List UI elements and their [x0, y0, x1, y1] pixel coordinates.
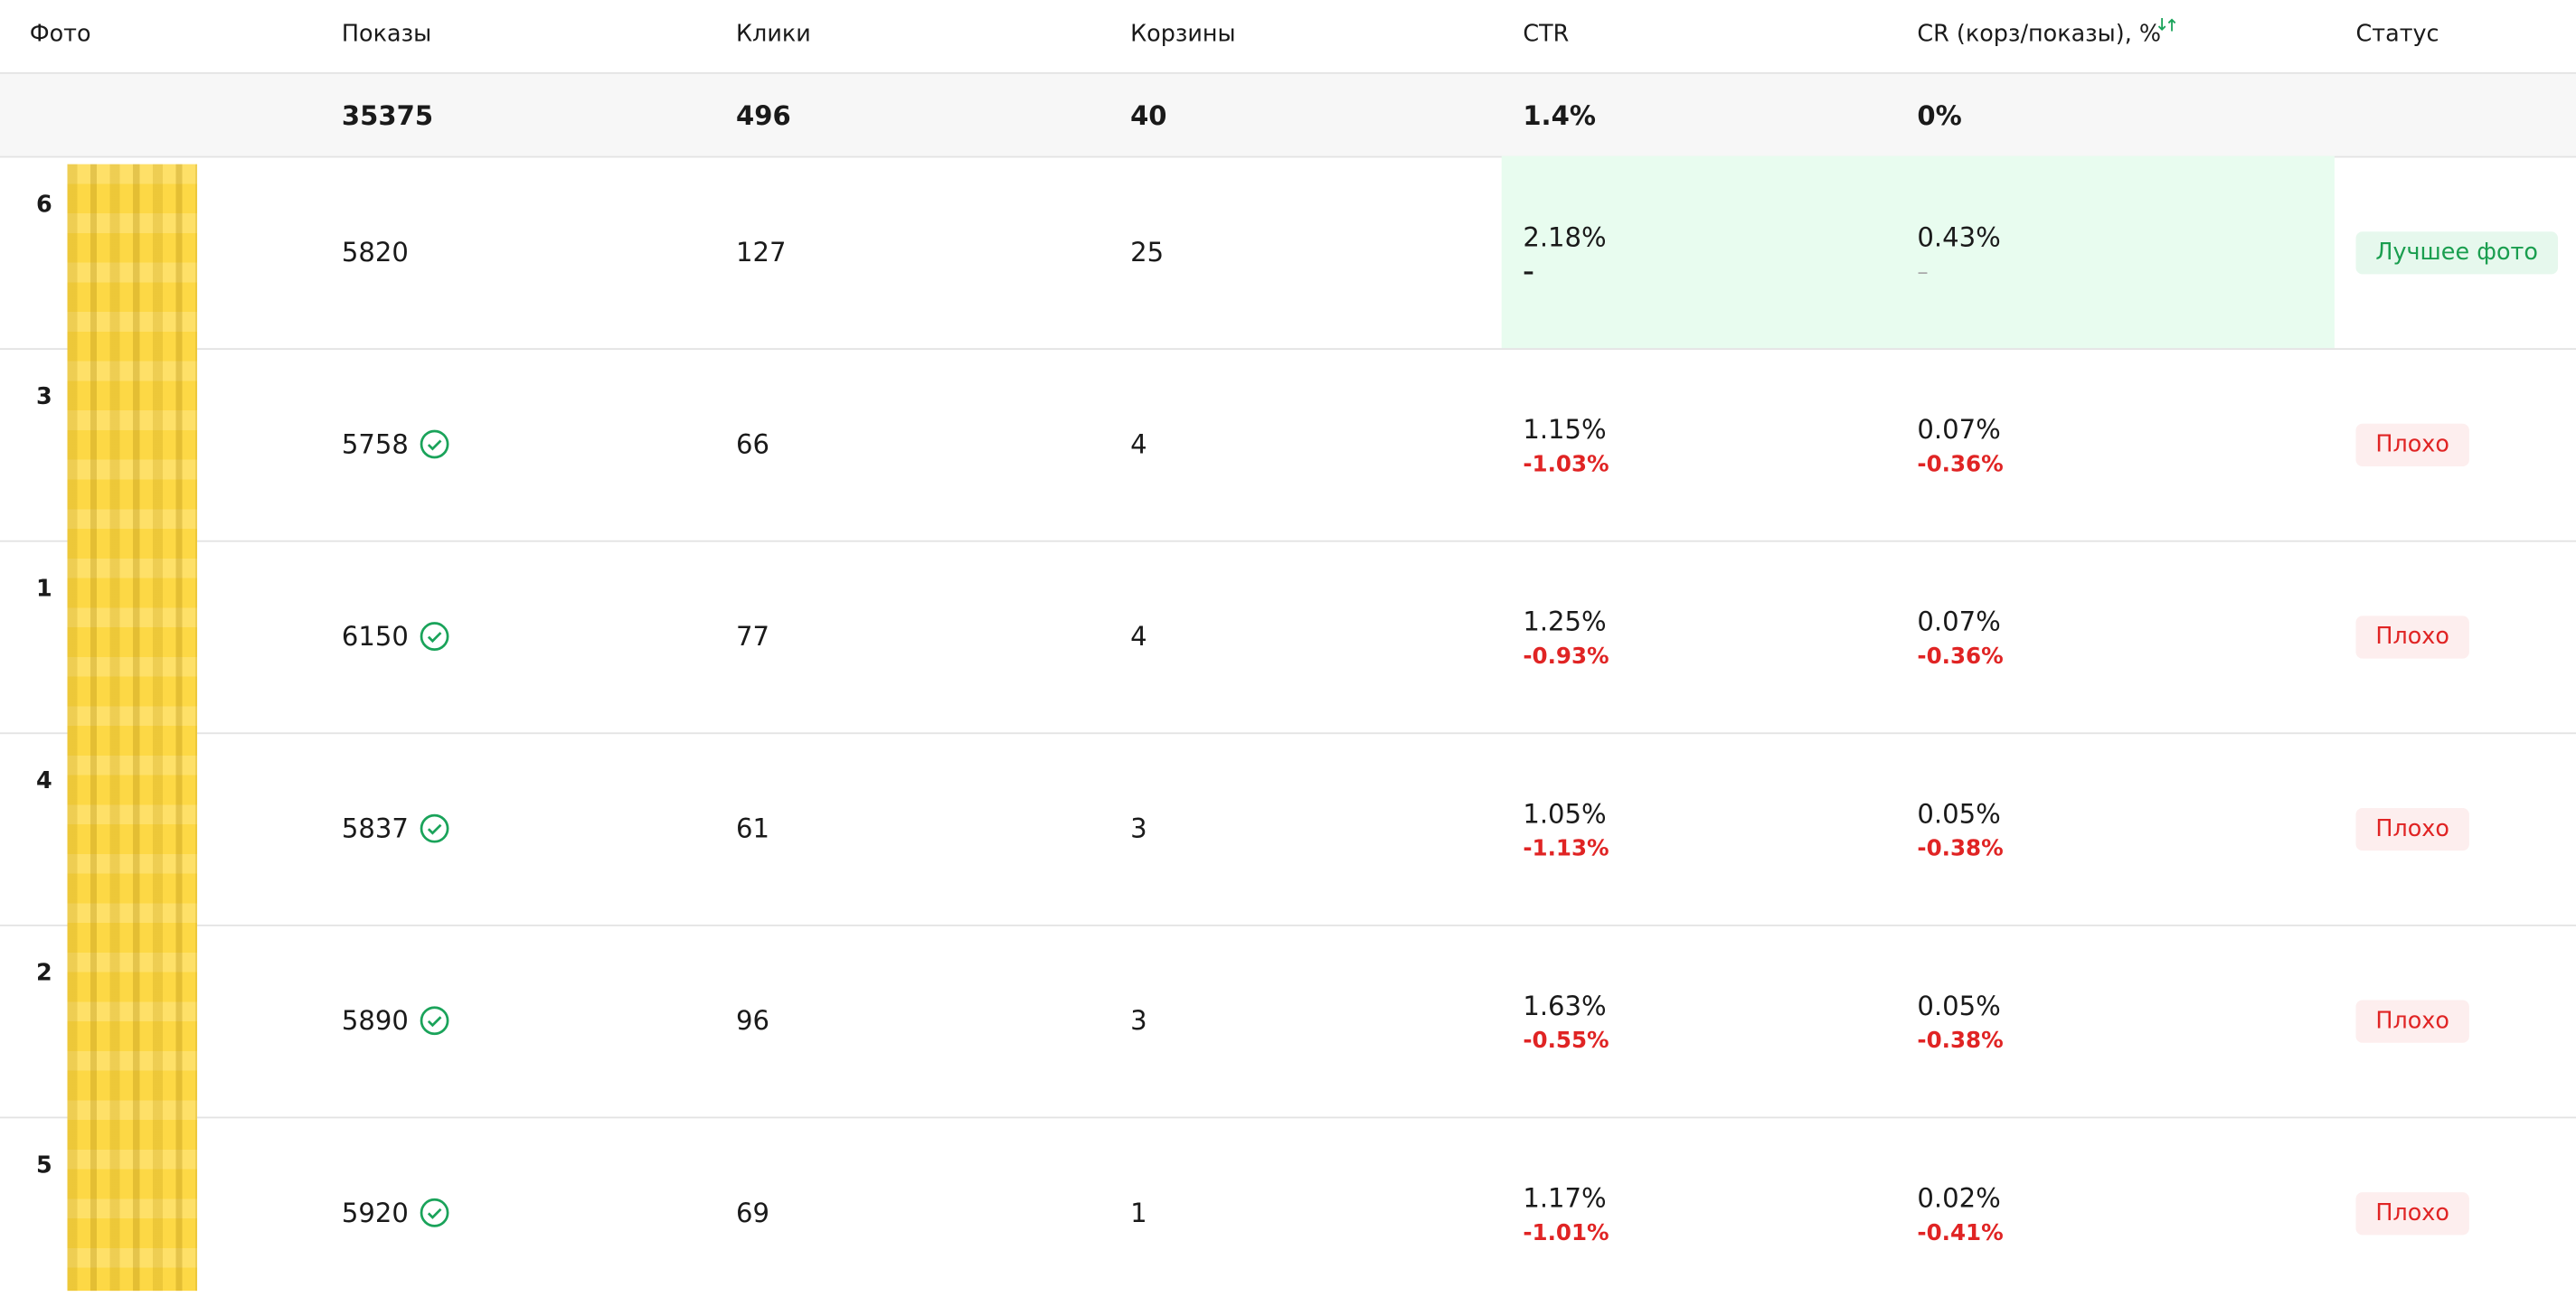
shows-value: 5920 [341, 1197, 409, 1229]
cr: 0.05% [1917, 798, 2001, 830]
clicks: 127 [735, 236, 787, 268]
clicks: 69 [735, 1197, 769, 1229]
cr-delta: -0.41% [1917, 1220, 2004, 1247]
verified-icon [420, 1006, 448, 1036]
ctr-delta: -0.93% [1523, 644, 1609, 671]
shows: 6150 [341, 620, 449, 653]
clicks: 66 [735, 428, 769, 460]
ctr-delta: -1.13% [1523, 835, 1609, 862]
verified-icon [420, 813, 448, 843]
status-badge: Плохо [2355, 616, 2469, 659]
clicks: 77 [735, 620, 769, 653]
cr-delta: -0.36% [1917, 451, 2004, 478]
ctr: 1.63% [1523, 990, 1607, 1022]
total-cr: 0% [1917, 99, 1962, 132]
shows-value: 5758 [341, 428, 409, 460]
row-index: 4 [35, 768, 52, 795]
cr: 0.07% [1917, 606, 2001, 637]
shows-value: 5890 [341, 1004, 409, 1037]
ctr: 1.05% [1523, 798, 1607, 830]
column-header: Фото [29, 21, 91, 48]
carts: 1 [1130, 1197, 1147, 1229]
divider [0, 924, 2576, 926]
row-index: 5 [35, 1152, 52, 1180]
shows-value: 5837 [341, 813, 409, 844]
shows: 5820 [342, 237, 409, 268]
cr: 0.07% [1917, 413, 2001, 446]
shows: 5920 [341, 1197, 449, 1229]
ctr-delta: – [1523, 259, 1534, 287]
photo-strip [67, 164, 198, 1292]
carts: 4 [1130, 620, 1147, 653]
total-carts: 40 [1130, 99, 1167, 132]
ctr: 1.17% [1523, 1182, 1607, 1214]
row-index: 1 [35, 576, 52, 603]
carts: 3 [1130, 1004, 1147, 1037]
verified-icon [420, 1198, 448, 1227]
column-header: Клики [735, 21, 811, 48]
shows: 5890 [342, 1005, 449, 1037]
ctr: 1.15% [1523, 413, 1607, 446]
total-ctr: 1.4% [1523, 99, 1596, 132]
shows: 5837 [342, 813, 449, 844]
divider [0, 1116, 2576, 1119]
carts: 25 [1130, 236, 1165, 268]
verified-icon [420, 429, 448, 459]
cr: 0.02% [1917, 1182, 2001, 1214]
divider [0, 155, 2576, 158]
verified-icon [420, 622, 448, 651]
status-badge: Плохо [2355, 807, 2469, 851]
column-header: Статус [2355, 21, 2439, 48]
column-header: Корзины [1130, 21, 1236, 48]
total-clicks: 496 [735, 99, 791, 132]
divider [0, 348, 2576, 351]
cr: 0.05% [1917, 990, 2001, 1022]
totals-background [0, 71, 2576, 156]
cr-delta: -0.38% [1917, 1028, 2004, 1055]
status-badge: Плохо [2355, 1192, 2469, 1236]
row-index: 2 [35, 960, 52, 987]
total-shows: 35375 [341, 99, 434, 132]
row-index: 3 [35, 384, 52, 411]
ctr-delta: -1.03% [1523, 451, 1609, 478]
carts: 3 [1130, 813, 1147, 844]
shows-value: 6150 [341, 620, 409, 653]
divider [0, 732, 2576, 735]
shows-value: 5820 [341, 236, 409, 268]
cr-delta: -0.36% [1917, 644, 2004, 671]
divider [0, 71, 2576, 74]
carts: 4 [1130, 428, 1147, 460]
status-badge: Плохо [2355, 1000, 2469, 1043]
clicks: 61 [735, 813, 769, 844]
clicks: 96 [735, 1004, 769, 1037]
cr: 0.43% [1917, 221, 2001, 253]
ctr: 2.18% [1523, 221, 1607, 253]
column-header: CR (корз/показы), % [1917, 21, 2162, 48]
cr-delta: – [1917, 259, 1929, 287]
column-header: Показы [341, 21, 432, 48]
ctr: 1.25% [1523, 606, 1607, 637]
ctr-delta: -0.55% [1523, 1028, 1609, 1055]
cr-delta: -0.38% [1917, 835, 2004, 862]
sort-icon[interactable] [2157, 16, 2177, 33]
divider [0, 540, 2576, 542]
column-header: CTR [1523, 21, 1570, 48]
ctr-delta: -1.01% [1523, 1220, 1609, 1247]
highlight [1501, 155, 2335, 349]
status-badge: Лучшее фото [2355, 231, 2558, 275]
shows: 5758 [342, 428, 449, 460]
row-index: 6 [35, 192, 52, 219]
status-badge: Плохо [2355, 423, 2469, 467]
